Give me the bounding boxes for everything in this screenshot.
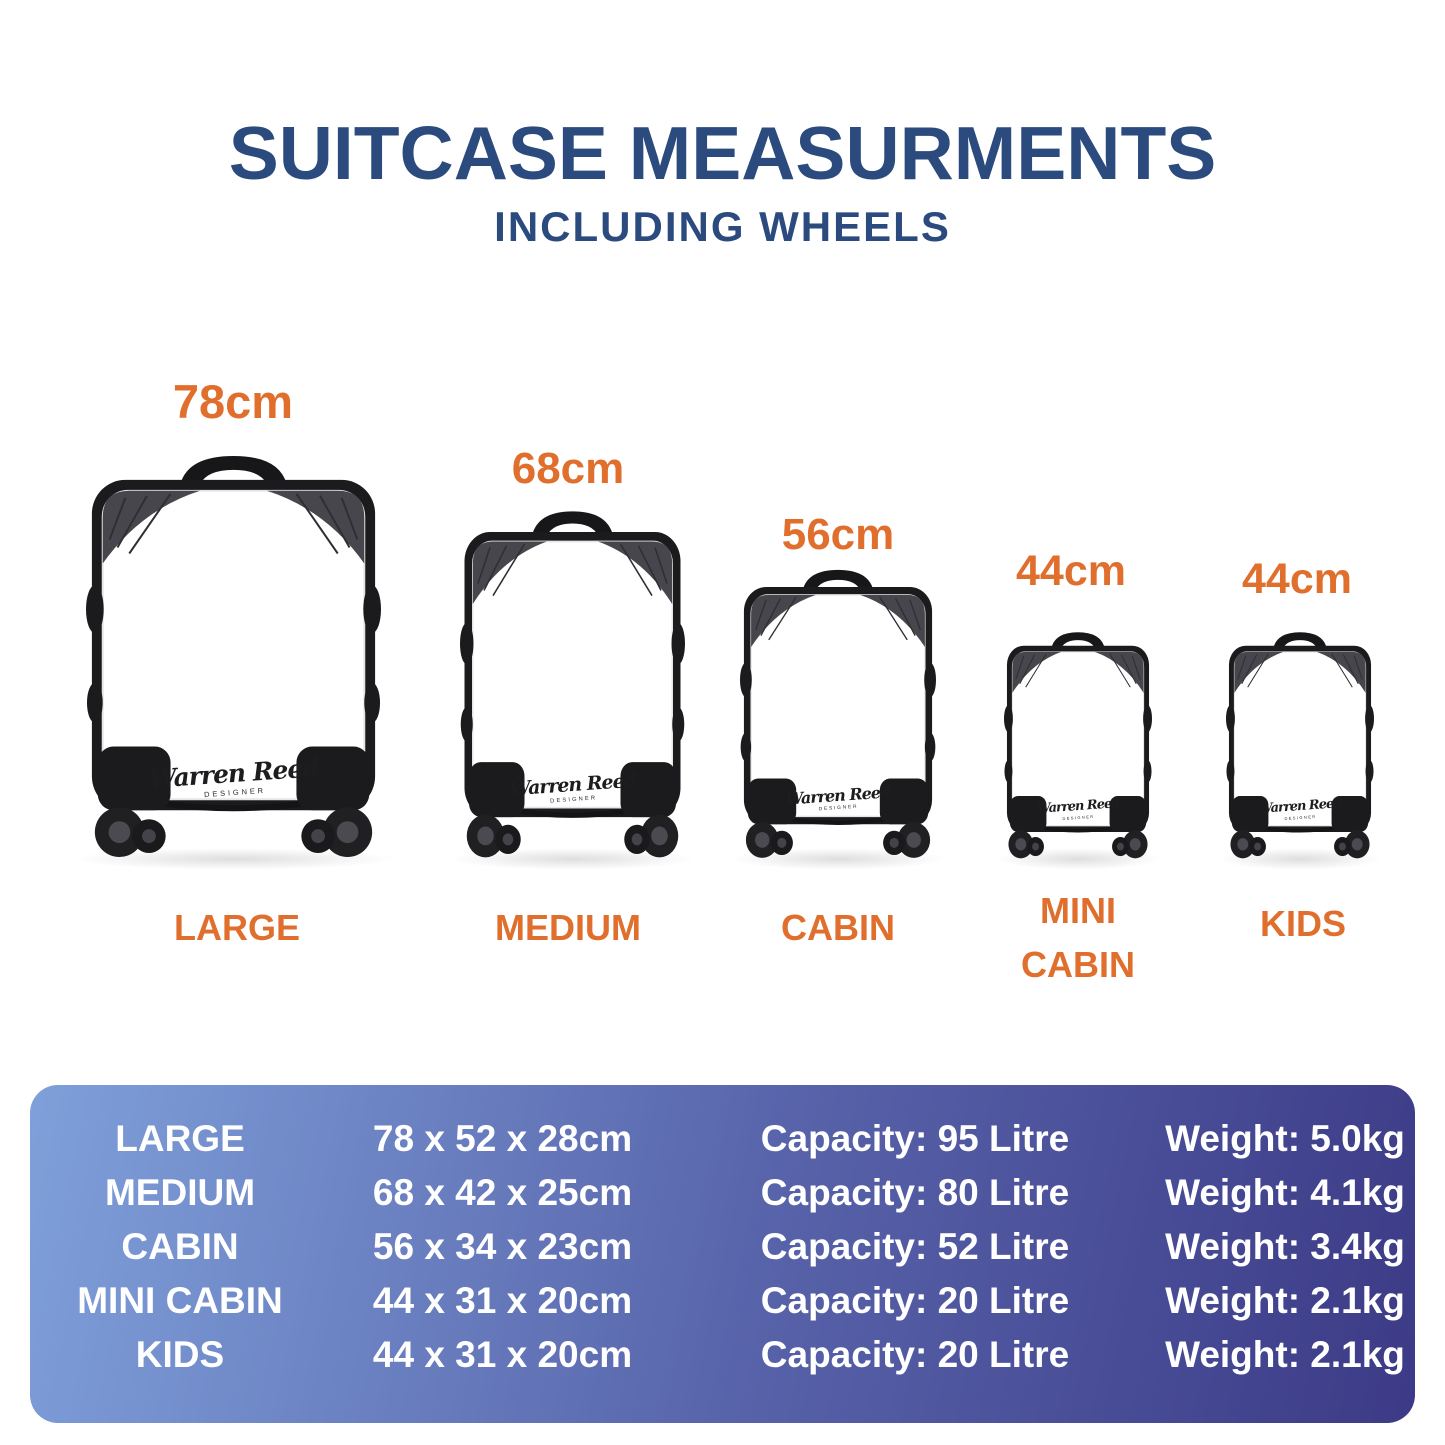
spec-cell-dimensions: 78 x 52 x 28cm [372, 1117, 633, 1159]
suitcase-graphic-kids: Warren Reed DESIGNER [1218, 630, 1382, 870]
spec-cell-weight: Weight: 3.4kg [1165, 1225, 1405, 1267]
spec-cell-capacity: Capacity: 52 Litre [760, 1225, 1070, 1267]
suitcase-shadow [448, 848, 697, 870]
suitcase-shadow [71, 848, 396, 870]
spec-row-cabin: CABIN 56 x 34 x 23cm Capacity: 52 Litre … [30, 1219, 1415, 1273]
suitcase-image [460, 508, 685, 860]
spec-table: LARGE 78 x 52 x 28cm Capacity: 95 Litre … [30, 1085, 1415, 1423]
spec-cell-capacity: Capacity: 95 Litre [760, 1117, 1070, 1159]
spec-cell-dimensions: 68 x 42 x 25cm [372, 1171, 633, 1213]
name-label-cabin: CABIN [781, 907, 895, 948]
spec-row-large: LARGE 78 x 52 x 28cm Capacity: 95 Litre … [30, 1111, 1415, 1165]
spec-row-mini-cabin: MINI CABIN 44 x 31 x 20cm Capacity: 20 L… [30, 1273, 1415, 1327]
spec-cell-weight: Weight: 4.1kg [1165, 1171, 1405, 1213]
name-label-kids: KIDS [1259, 903, 1347, 944]
spec-cell-dimensions: 56 x 34 x 23cm [372, 1225, 633, 1267]
suitcase-shadow [1218, 848, 1382, 870]
size-label-cabin: 56cm [781, 510, 895, 559]
name-label-mini-cabin: MINI CABIN [1021, 890, 1135, 985]
suitcase-graphic-medium: Warren Reed DESIGNER [448, 508, 697, 870]
spec-cell-name: MEDIUM [104, 1171, 256, 1213]
suitcase-graphic-cabin: Warren Reed DESIGNER [730, 567, 946, 870]
spec-row-medium: MEDIUM 68 x 42 x 25cm Capacity: 80 Litre… [30, 1165, 1415, 1219]
size-label-kids: 44cm [1242, 555, 1352, 603]
spec-cell-weight: Weight: 2.1kg [1165, 1333, 1405, 1375]
suitcase-graphic-mini-cabin: Warren Reed DESIGNER [996, 630, 1160, 870]
spec-cell-capacity: Capacity: 80 Litre [760, 1171, 1070, 1213]
spec-cell-weight: Weight: 5.0kg [1165, 1117, 1405, 1159]
suitcase-image [1226, 630, 1374, 860]
suitcase-image [86, 452, 381, 860]
suitcase-image [740, 567, 936, 860]
spec-cell-name: MINI CABIN [77, 1279, 283, 1321]
size-label-large: 78cm [172, 375, 294, 428]
spec-cell-capacity: Capacity: 20 Litre [760, 1279, 1070, 1321]
page-subtitle: INCLUDING WHEELS [494, 203, 951, 250]
spec-cell-dimensions: 44 x 31 x 20cm [372, 1279, 633, 1321]
spec-cell-dimensions: 44 x 31 x 20cm [372, 1333, 633, 1375]
spec-cell-weight: Weight: 2.1kg [1165, 1279, 1405, 1321]
spec-cell-name: LARGE [115, 1117, 245, 1159]
suitcase-image [1004, 630, 1152, 860]
suitcase-shadow [730, 848, 946, 870]
spec-cell-name: CABIN [121, 1225, 239, 1267]
name-label-medium: MEDIUM [495, 907, 641, 948]
size-label-medium: 68cm [511, 444, 625, 493]
spec-row-kids: KIDS 44 x 31 x 20cm Capacity: 20 Litre W… [30, 1327, 1415, 1381]
page-title: SUITCASE MEASURMENTS [228, 111, 1217, 195]
spec-cell-capacity: Capacity: 20 Litre [760, 1333, 1070, 1375]
spec-cell-name: KIDS [135, 1333, 225, 1375]
suitcase-shadow [996, 848, 1160, 870]
name-label-large: LARGE [174, 907, 300, 948]
suitcase-graphic-large: Warren Reed DESIGNER [71, 452, 396, 870]
size-label-mini-cabin: 44cm [1016, 547, 1126, 595]
